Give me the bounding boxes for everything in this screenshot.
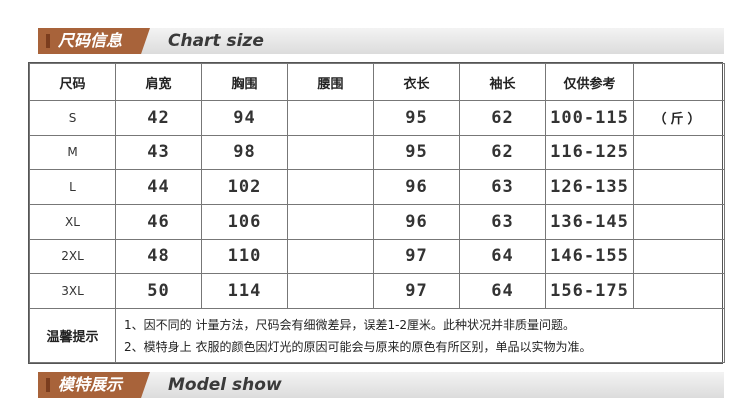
reference-cell: 100-115: [545, 100, 634, 136]
shoulder-cell: 48: [115, 238, 202, 275]
length-cell: 97: [373, 238, 460, 275]
note-row: 温馨提示 1、因不同的 计量方法，尺码会有细微差异，误差1-2厘米。此种状况并非…: [29, 308, 725, 363]
waist-cell: [287, 238, 374, 275]
header-shoulder: 肩宽: [115, 63, 202, 101]
header-length: 衣长: [373, 63, 460, 101]
reference-cell: 146-155: [545, 238, 634, 275]
reference-cell: 116-125: [545, 134, 634, 171]
note-text: 1、因不同的 计量方法，尺码会有细微差异，误差1-2厘米。此种状况并非质量问题。…: [115, 308, 725, 363]
waist-cell: [287, 134, 374, 171]
reference-cell: 156-175: [545, 273, 634, 309]
size-cell: L: [29, 169, 116, 205]
size-cell: 2XL: [29, 238, 116, 275]
chart-size-title: Chart size: [168, 31, 264, 51]
sleeve-cell: 62: [459, 134, 546, 171]
chest-cell: 110: [201, 238, 288, 275]
shoulder-cell: 50: [115, 273, 202, 309]
size-table: 尺码 肩宽 胸围 腰围 衣长 袖长 仅供参考 S 42 94 95 62 100…: [29, 63, 725, 363]
header-reference: 仅供参考: [545, 63, 634, 101]
waist-cell: [287, 273, 374, 309]
header-sleeve: 袖长: [459, 63, 546, 101]
shoulder-cell: 42: [115, 100, 202, 136]
size-table-container: 尺码 肩宽 胸围 腰围 衣长 袖长 仅供参考 S 42 94 95 62 100…: [28, 62, 725, 364]
length-cell: 96: [373, 203, 460, 240]
empty-cell: [633, 238, 725, 275]
empty-cell: [633, 169, 725, 205]
note-line-1: 1、因不同的 计量方法，尺码会有细微差异，误差1-2厘米。此种状况并非质量问题。: [124, 317, 576, 332]
waist-cell: [287, 203, 374, 240]
table-header-row: 尺码 肩宽 胸围 腰围 衣长 袖长 仅供参考: [29, 63, 725, 101]
chest-cell: 114: [201, 273, 288, 309]
header-chest: 胸围: [201, 63, 288, 101]
size-cell: M: [29, 134, 116, 171]
length-cell: 95: [373, 100, 460, 136]
reference-cell: 136-145: [545, 203, 634, 240]
chest-cell: 94: [201, 100, 288, 136]
sleeve-cell: 64: [459, 273, 546, 309]
length-cell: 97: [373, 273, 460, 309]
shoulder-cell: 43: [115, 134, 202, 171]
length-cell: 96: [373, 169, 460, 205]
table-row: L 44 102 96 63 126-135: [29, 169, 725, 205]
table-row: M 43 98 95 62 116-125: [29, 134, 725, 171]
sleeve-cell: 62: [459, 100, 546, 136]
note-label: 温馨提示: [29, 308, 116, 363]
table-row: 3XL 50 114 97 64 156-175: [29, 273, 725, 309]
header-size: 尺码: [29, 63, 116, 101]
table-row: 2XL 48 110 97 64 146-155: [29, 238, 725, 275]
table-row: S 42 94 95 62 100-115 （斤）: [29, 100, 725, 136]
table-row: XL 46 106 96 63 136-145: [29, 203, 725, 240]
size-cell: XL: [29, 203, 116, 240]
chart-size-header: 尺码信息 Chart size: [38, 28, 724, 54]
chart-size-tag: 尺码信息: [38, 28, 150, 54]
empty-cell: [633, 273, 725, 309]
header-extra: [633, 63, 725, 101]
size-cell: 3XL: [29, 273, 116, 309]
header-waist: 腰围: [287, 63, 374, 101]
unit-cell: （斤）: [633, 100, 725, 136]
empty-cell: [633, 134, 725, 171]
note-line-2: 2、模特身上 衣服的颜色因灯光的原因可能会与原来的原色有所区别，单品以实物为准。: [124, 339, 592, 354]
sleeve-cell: 64: [459, 238, 546, 275]
model-show-header: 模特展示 Model show: [38, 372, 724, 398]
reference-cell: 126-135: [545, 169, 634, 205]
shoulder-cell: 46: [115, 203, 202, 240]
sleeve-cell: 63: [459, 203, 546, 240]
size-cell: S: [29, 100, 116, 136]
model-show-title: Model show: [168, 375, 282, 395]
model-show-tag: 模特展示: [38, 372, 150, 398]
sleeve-cell: 63: [459, 169, 546, 205]
chest-cell: 102: [201, 169, 288, 205]
chest-cell: 98: [201, 134, 288, 171]
empty-cell: [633, 203, 725, 240]
waist-cell: [287, 100, 374, 136]
waist-cell: [287, 169, 374, 205]
shoulder-cell: 44: [115, 169, 202, 205]
length-cell: 95: [373, 134, 460, 171]
chest-cell: 106: [201, 203, 288, 240]
